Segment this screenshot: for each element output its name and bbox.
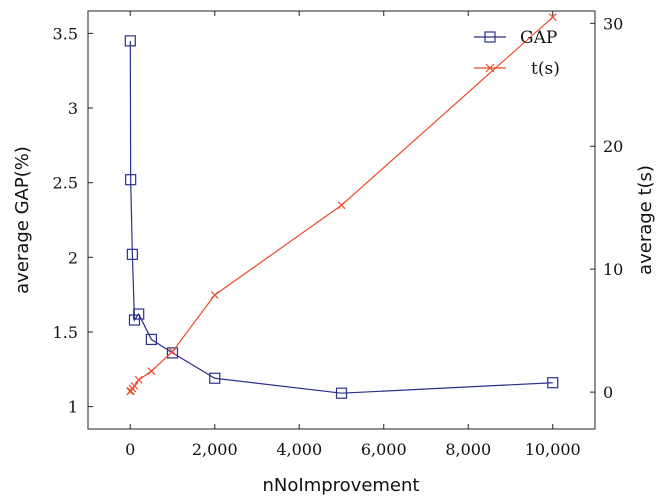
data-point xyxy=(210,291,219,299)
data-point xyxy=(168,347,177,356)
y-left-tick-label: 2.5 xyxy=(53,174,78,193)
plot-frame xyxy=(87,10,596,430)
x-axis-title: nNoImprovement xyxy=(263,475,420,496)
right-y-axis-ticks: 0 10 20 30 xyxy=(590,14,623,402)
y-right-tick-label: 30 xyxy=(603,14,623,33)
data-point xyxy=(128,314,141,326)
series-t(s) xyxy=(126,13,557,396)
legend-gap-marker xyxy=(484,31,496,43)
series-line xyxy=(129,40,553,394)
data-point xyxy=(335,387,348,399)
legend-time-label: t(s) xyxy=(531,59,560,79)
data-point xyxy=(130,382,139,390)
data-point xyxy=(126,248,138,260)
x-tick-label: 0 xyxy=(125,440,135,459)
y-left-tick-label: 1.5 xyxy=(53,323,78,342)
series-GAP xyxy=(124,35,559,399)
y-right-tick-label: 20 xyxy=(603,137,623,156)
data-point xyxy=(145,333,157,346)
data-point xyxy=(133,308,145,320)
right-y-axis-title: average t(s) xyxy=(635,165,656,275)
x-tick-label: 6,000 xyxy=(361,440,407,459)
data-point xyxy=(147,367,156,376)
data-point xyxy=(547,377,559,389)
left-y-axis-title: average GAP(%) xyxy=(12,146,33,294)
legend: GAP t(s) xyxy=(474,28,560,79)
data-point xyxy=(209,372,221,384)
series-layer xyxy=(124,13,559,399)
y-right-tick-label: 10 xyxy=(603,260,623,279)
legend-gap-label: GAP xyxy=(520,28,557,48)
y-left-tick-label: 3.5 xyxy=(53,24,78,43)
x-tick-label: 10,000 xyxy=(525,440,581,459)
x-tick-label: 8,000 xyxy=(445,440,491,459)
series-line xyxy=(129,16,554,392)
x-axis-ticks: 0 2,000 4,000 6,000 8,000 10,000 xyxy=(125,11,581,459)
data-point xyxy=(125,174,137,186)
x-tick-label: 4,000 xyxy=(276,440,322,459)
data-point xyxy=(124,35,136,47)
data-point xyxy=(166,347,179,359)
y-left-tick-label: 3 xyxy=(68,99,78,118)
legend-time-marker xyxy=(485,63,495,73)
left-y-axis-ticks: 1 1.5 2 2.5 3 3.5 xyxy=(53,24,93,417)
y-left-tick-label: 2 xyxy=(68,248,78,267)
y-left-tick-label: 1 xyxy=(68,398,78,417)
x-tick-label: 2,000 xyxy=(192,440,238,459)
y-right-tick-label: 0 xyxy=(603,383,613,402)
data-point xyxy=(337,201,346,210)
data-point xyxy=(548,13,557,22)
data-point xyxy=(134,375,143,384)
